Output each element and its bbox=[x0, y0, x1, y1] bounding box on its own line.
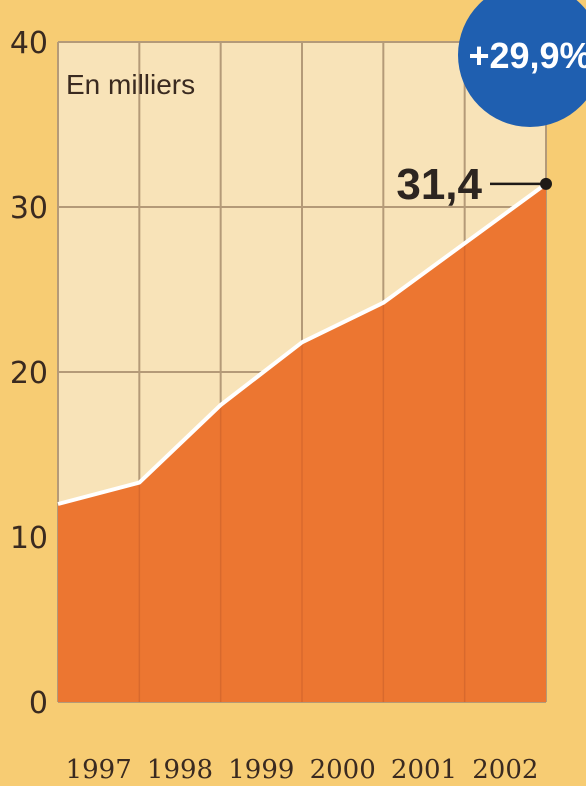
y-axis-ticks: 0 10 20 30 40 bbox=[10, 26, 48, 721]
x-axis-ticks: 1997 1998 1999 2000 2001 2002 bbox=[66, 755, 539, 785]
y-tick-label: 30 bbox=[10, 191, 48, 226]
change-badge-text: +29,9% bbox=[468, 35, 586, 76]
y-tick-label: 10 bbox=[10, 521, 48, 556]
change-badge: +29,9% bbox=[458, 0, 586, 127]
y-tick-label: 20 bbox=[10, 356, 48, 391]
x-tick-label: 2000 bbox=[310, 755, 376, 785]
x-tick-label: 1998 bbox=[147, 755, 213, 785]
change-badge-circle bbox=[458, 0, 586, 127]
data-line bbox=[57, 182, 548, 506]
x-tick-label: 1997 bbox=[66, 755, 132, 785]
end-value-label: 31,4 bbox=[396, 160, 482, 209]
unit-label: En milliers bbox=[66, 69, 195, 100]
x-tick-label: 2002 bbox=[472, 755, 538, 785]
y-tick-label: 0 bbox=[29, 686, 48, 721]
end-value-marker bbox=[540, 177, 552, 190]
x-tick-label: 1999 bbox=[228, 755, 294, 785]
y-tick-label: 40 bbox=[10, 26, 48, 61]
x-tick-label: 2001 bbox=[391, 755, 457, 785]
